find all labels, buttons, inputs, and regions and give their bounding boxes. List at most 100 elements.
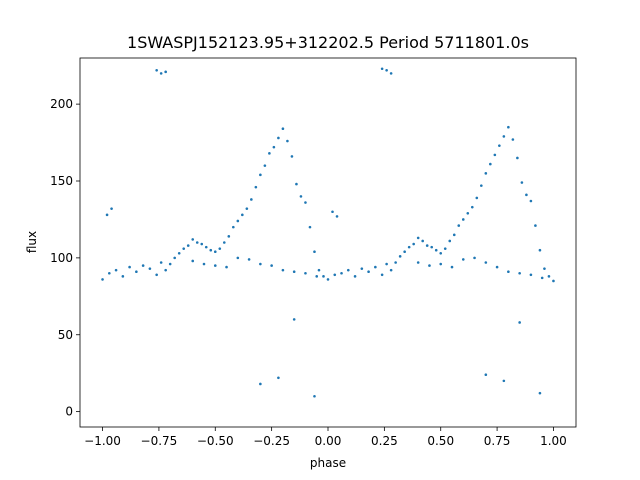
data-point bbox=[110, 207, 113, 210]
x-tick-label: 0.25 bbox=[371, 434, 398, 448]
y-tick-label: 50 bbox=[58, 328, 73, 342]
data-point bbox=[507, 125, 510, 129]
data-point bbox=[290, 155, 294, 158]
data-point bbox=[511, 138, 515, 141]
chart-title: 1SWASPJ152123.95+312202.5 Period 5711801… bbox=[127, 33, 529, 52]
data-point bbox=[489, 162, 492, 166]
data-point bbox=[164, 70, 167, 74]
x-tick-label: 0.00 bbox=[315, 434, 342, 448]
data-point bbox=[452, 233, 456, 237]
data-point bbox=[538, 391, 542, 395]
data-point bbox=[259, 173, 262, 177]
data-point bbox=[421, 239, 424, 243]
data-point bbox=[461, 258, 465, 261]
data-point bbox=[484, 261, 488, 264]
data-point bbox=[292, 270, 296, 274]
data-point bbox=[200, 242, 204, 246]
data-point bbox=[218, 247, 222, 250]
data-point bbox=[222, 241, 226, 244]
data-point bbox=[202, 262, 206, 266]
data-point bbox=[473, 256, 476, 260]
data-point bbox=[159, 261, 163, 264]
data-point bbox=[135, 270, 138, 274]
data-point bbox=[263, 164, 267, 167]
data-point bbox=[313, 394, 316, 398]
data-point bbox=[374, 265, 377, 269]
x-tick-label: −1.00 bbox=[84, 434, 121, 448]
data-point bbox=[428, 264, 431, 267]
data-point bbox=[322, 275, 325, 278]
data-point bbox=[204, 245, 208, 249]
y-axis-label: flux bbox=[25, 231, 39, 253]
data-point bbox=[121, 275, 125, 278]
x-tick-label: 0.50 bbox=[427, 434, 454, 448]
data-point bbox=[270, 264, 273, 267]
y-axis-ticks: 0 50 100 150 200 bbox=[50, 97, 80, 419]
data-point bbox=[108, 271, 111, 275]
data-point bbox=[495, 265, 499, 269]
data-point bbox=[443, 247, 447, 250]
data-point bbox=[380, 273, 384, 277]
data-point bbox=[259, 262, 262, 266]
data-point bbox=[448, 239, 452, 243]
data-point bbox=[475, 196, 479, 200]
data-point bbox=[425, 244, 429, 247]
data-point bbox=[518, 271, 521, 275]
data-point bbox=[315, 275, 319, 278]
x-tick-label: −0.25 bbox=[253, 434, 290, 448]
data-point bbox=[416, 261, 420, 264]
data-point bbox=[173, 256, 176, 260]
data-point bbox=[538, 248, 542, 252]
data-point bbox=[281, 127, 285, 131]
data-point bbox=[525, 193, 528, 197]
data-point bbox=[385, 262, 388, 266]
data-point bbox=[105, 213, 109, 217]
data-point bbox=[272, 145, 276, 149]
data-point bbox=[141, 264, 145, 267]
data-point bbox=[247, 258, 251, 261]
data-point bbox=[101, 278, 104, 281]
data-point bbox=[518, 321, 521, 324]
data-point bbox=[155, 273, 158, 277]
data-point bbox=[516, 156, 519, 160]
data-point bbox=[439, 251, 443, 255]
data-point bbox=[245, 207, 249, 210]
data-point bbox=[268, 152, 271, 155]
data-point bbox=[182, 247, 186, 250]
data-point bbox=[304, 201, 307, 204]
data-point bbox=[340, 271, 343, 275]
data-point bbox=[398, 255, 402, 258]
data-point bbox=[277, 376, 280, 380]
data-point bbox=[520, 181, 524, 184]
x-tick-label: −0.50 bbox=[197, 434, 234, 448]
data-point bbox=[304, 271, 307, 275]
data-point bbox=[331, 210, 334, 214]
data-point bbox=[308, 225, 312, 229]
x-axis-label: phase bbox=[310, 456, 346, 470]
data-point bbox=[225, 265, 228, 269]
data-point bbox=[213, 264, 217, 267]
data-point bbox=[155, 69, 158, 72]
data-point bbox=[335, 215, 339, 218]
data-point bbox=[326, 278, 330, 281]
data-point bbox=[484, 373, 488, 377]
y-tick-label: 150 bbox=[50, 174, 73, 188]
data-point bbox=[403, 250, 406, 254]
data-point bbox=[236, 219, 240, 223]
data-point bbox=[385, 69, 388, 72]
data-point bbox=[380, 67, 384, 71]
y-tick-label: 0 bbox=[65, 405, 73, 419]
x-tick-label: 0.75 bbox=[484, 434, 511, 448]
data-point bbox=[250, 198, 253, 201]
data-point bbox=[412, 242, 415, 246]
data-point bbox=[430, 245, 434, 249]
plot-area-frame bbox=[79, 57, 577, 428]
data-point bbox=[540, 276, 544, 280]
data-point bbox=[407, 245, 411, 249]
data-point bbox=[552, 279, 555, 283]
data-point bbox=[529, 273, 533, 277]
data-point bbox=[236, 256, 240, 260]
x-tick-label: −0.75 bbox=[141, 434, 178, 448]
data-point bbox=[360, 267, 364, 270]
data-point bbox=[450, 265, 454, 269]
